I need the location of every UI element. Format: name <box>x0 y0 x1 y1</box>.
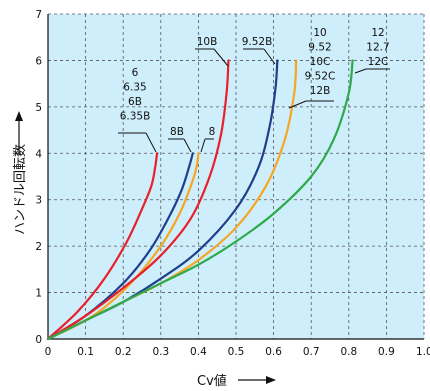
y-tick-label: 4 <box>35 148 42 160</box>
series-line-7 <box>46 59 354 341</box>
y-tick-label: 1 <box>35 288 42 300</box>
series-label-text: 10B <box>197 36 218 48</box>
series-label-text: 9.52B <box>242 36 273 48</box>
x-axis-label: Cv値 <box>197 373 227 389</box>
label-leader <box>263 48 276 65</box>
y-tick-label: 3 <box>35 195 42 207</box>
series-label-5: 9.52B <box>242 36 276 65</box>
y-axis-label: ハンドル回転数 <box>13 144 28 235</box>
series-label-text: 9.52 <box>308 42 331 54</box>
x-tick-label: 0.2 <box>115 346 132 358</box>
y-tick-label: 2 <box>35 241 42 253</box>
series-label-text: 6.35 <box>123 82 146 94</box>
series-label-3: 8 <box>200 126 216 153</box>
series-label-7: 12 12.7 12C <box>354 27 390 74</box>
grid <box>48 13 425 339</box>
series-line-4 <box>46 59 230 341</box>
y-tick-label: 5 <box>35 102 42 114</box>
label-leader <box>213 48 229 67</box>
series-label-text: 8 <box>209 126 216 138</box>
x-tick-label: 0.5 <box>228 346 245 358</box>
series-group <box>46 59 354 341</box>
series-label-text: 12.7 <box>366 42 389 54</box>
series-label-1: 6 6.35 6B 6.35B <box>118 67 157 153</box>
callouts: 6 6.35 6B 6.35B 8B 8 10B 9.52B 10 9.52 10C 9.52C 12B… <box>118 27 390 153</box>
y-tick-label: 6 <box>35 55 42 67</box>
series-label-text: 6 <box>132 67 139 79</box>
x-tick-label: 0.4 <box>190 346 207 358</box>
series-label-2: 8B <box>168 126 192 153</box>
x-tick-labels: 0 0.1 0.2 0.3 0.4 0.5 0.6 0.7 0.8 0.9 1.0 <box>45 346 430 358</box>
x-tick-label: 0.9 <box>378 346 395 358</box>
series-label-text: 6B <box>128 96 142 108</box>
x-tick-label: 0 <box>45 346 52 358</box>
series-label-text: 6.35B <box>120 111 151 123</box>
x-tick-label: 0.3 <box>152 346 169 358</box>
series-label-text: 12B <box>310 85 331 97</box>
series-label-4: 10B <box>195 36 229 67</box>
x-tick-label: 0.8 <box>340 346 357 358</box>
axes <box>47 14 424 340</box>
x-tick-label: 1.0 <box>416 346 430 358</box>
y-axis-arrow <box>15 111 23 155</box>
y-tick-label: 0 <box>35 334 42 346</box>
label-leader <box>183 138 192 153</box>
x-axis-arrow <box>238 376 276 384</box>
y-tick-label: 7 <box>35 9 42 21</box>
label-leader <box>145 132 157 153</box>
series-label-text: 10C <box>310 56 331 68</box>
series-label-text: 12 <box>371 27 384 39</box>
y-tick-labels: 0 1 2 3 4 5 6 7 <box>35 9 42 346</box>
label-leader <box>354 68 367 74</box>
x-tick-label: 0.7 <box>303 346 320 358</box>
series-label-text: 8B <box>170 126 184 138</box>
label-leader <box>200 138 206 153</box>
label-leader <box>288 100 307 109</box>
series-label-6: 10 9.52 10C 9.52C 12B <box>288 27 336 109</box>
series-line-3 <box>46 152 200 341</box>
x-tick-label: 0.1 <box>77 346 94 358</box>
series-label-text: 10 <box>313 27 326 39</box>
x-tick-label: 0.6 <box>265 346 282 358</box>
series-label-text: 12C <box>368 56 389 68</box>
series-line-1 <box>46 152 159 341</box>
series-label-text: 9.52C <box>305 71 336 83</box>
